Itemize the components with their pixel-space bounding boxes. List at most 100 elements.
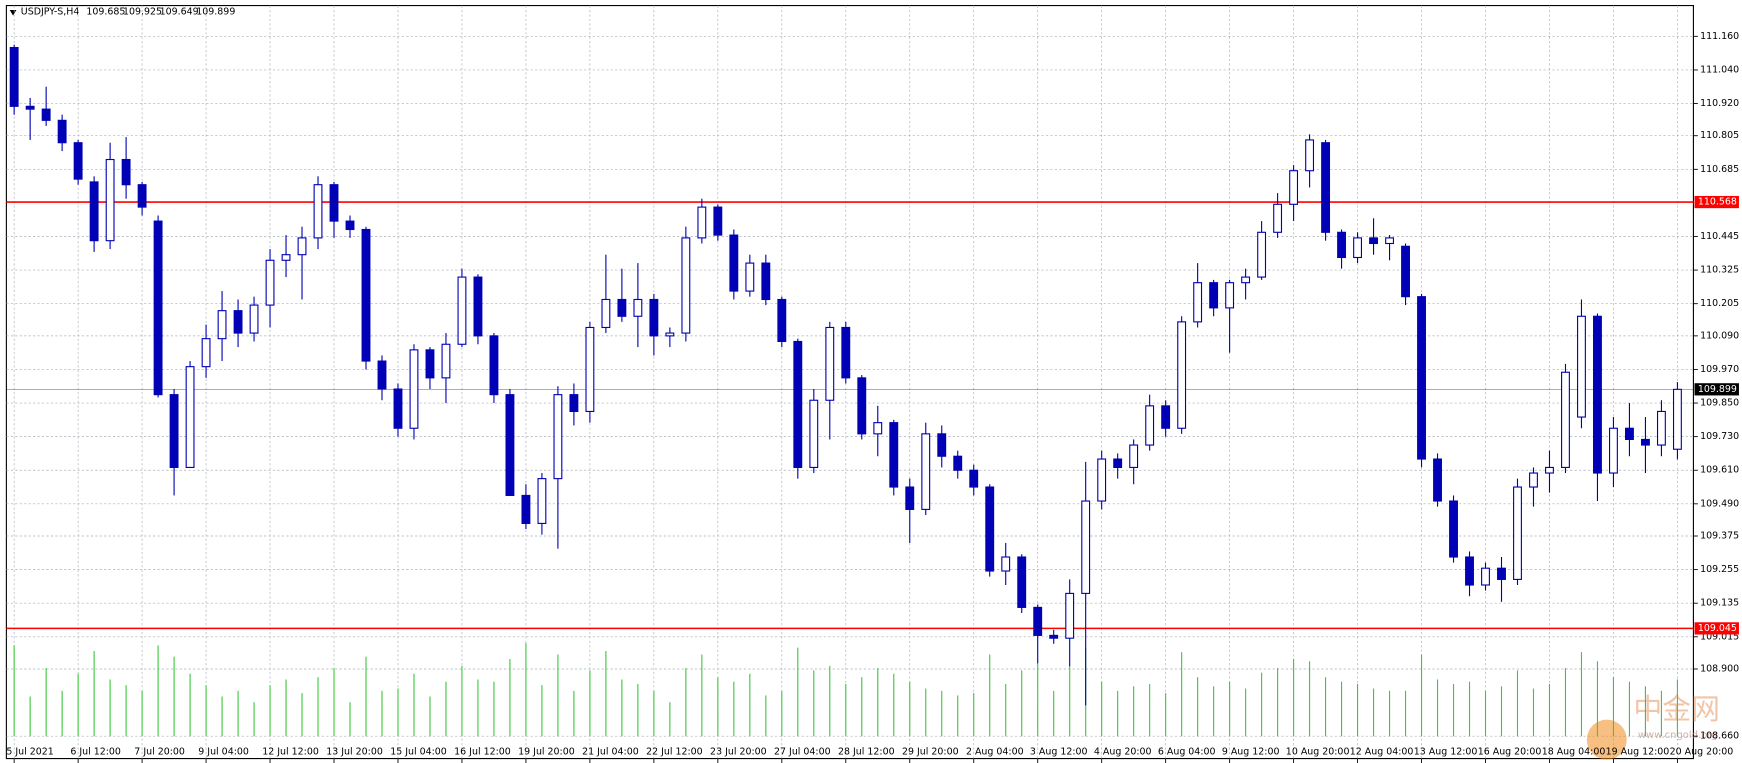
menu-triangle: [9, 9, 17, 16]
candle-body: [409, 349, 419, 429]
candle-body: [1609, 427, 1618, 474]
candle-body: [1049, 634, 1059, 639]
candle-body: [457, 276, 467, 345]
candle-body: [1305, 139, 1315, 172]
candle-body: [809, 399, 819, 468]
candle-body: [1561, 371, 1570, 468]
candle-body: [1529, 472, 1538, 488]
candle-body: [201, 338, 211, 368]
candle-body: [1113, 458, 1123, 468]
candle-body: [1033, 606, 1043, 636]
x-tick-label: 22 Jul 12:00: [646, 746, 703, 757]
y-tick-label: 110.205: [1700, 298, 1739, 309]
candle-body: [377, 360, 387, 390]
candle-body: [1017, 556, 1027, 608]
candle-body: [1193, 282, 1203, 323]
candle-body: [1209, 282, 1219, 309]
x-tick-label: 4 Aug 20:00: [1094, 746, 1152, 757]
x-tick-label: 19 Jul 20:00: [518, 746, 575, 757]
candle-body: [585, 326, 595, 413]
candle-body: [441, 343, 451, 379]
y-tick-label: 110.445: [1700, 231, 1739, 242]
price-label: 109.045: [1698, 623, 1737, 634]
y-tick-label: 110.805: [1700, 130, 1739, 141]
x-tick-label: 15 Jul 04:00: [390, 746, 447, 757]
candle-body: [761, 262, 771, 301]
candle-body: [121, 158, 131, 186]
candle-body: [41, 108, 51, 121]
y-tick-label: 109.970: [1700, 364, 1739, 375]
y-tick-label: 109.015: [1700, 631, 1739, 642]
x-tick-label: 16 Aug 20:00: [1478, 746, 1542, 757]
candle-body: [1672, 388, 1682, 450]
candle-body: [537, 478, 547, 524]
candle-body: [89, 181, 99, 242]
candle-body: [1417, 296, 1426, 460]
candle-body: [1577, 315, 1586, 418]
candle-body: [1177, 321, 1187, 429]
y-tick-label: 109.135: [1700, 598, 1739, 609]
candle-body: [361, 228, 371, 362]
x-tick-label: 23 Jul 20:00: [710, 746, 767, 757]
candle-body: [825, 326, 835, 401]
candle-body: [713, 206, 723, 236]
candle-body: [1337, 231, 1347, 259]
candle-body: [569, 394, 579, 413]
header-open: 109.685: [86, 7, 125, 18]
y-tick-label: 111.160: [1700, 31, 1739, 42]
candle-body: [841, 326, 851, 379]
y-tick-label: 109.610: [1700, 465, 1739, 476]
watermark: 中金网: [1633, 692, 1720, 726]
candle-body: [1353, 237, 1363, 259]
candle-body: [1257, 231, 1267, 278]
candle-body: [1497, 567, 1506, 580]
candle-body: [857, 377, 867, 435]
header-close: 109.899: [196, 7, 235, 18]
y-tick-label: 111.040: [1700, 64, 1739, 75]
candle-body: [169, 394, 179, 468]
candle-body: [185, 366, 195, 468]
candle-body: [1241, 276, 1251, 284]
x-tick-label: 6 Jul 12:00: [70, 746, 121, 757]
candle-body: [681, 237, 691, 334]
x-tick-label: 13 Jul 20:00: [326, 746, 383, 757]
candle-body: [233, 310, 243, 334]
y-tick-label: 108.900: [1700, 663, 1739, 674]
candle-body: [1145, 405, 1155, 446]
candle-body: [1433, 458, 1442, 502]
price-label: 110.568: [1698, 197, 1737, 208]
x-tick-label: 27 Jul 04:00: [774, 746, 831, 757]
candle-body: [617, 298, 627, 317]
candle-body: [1129, 444, 1139, 468]
x-tick-label: 16 Jul 12:00: [454, 746, 511, 757]
y-tick-label: 110.090: [1700, 330, 1739, 341]
price-label-box: [1694, 622, 1739, 635]
candle-body: [1273, 203, 1283, 233]
candle-body: [137, 184, 147, 208]
candle-body: [1513, 486, 1522, 580]
candle-body: [553, 394, 563, 480]
candle-body: [601, 298, 611, 329]
candle-body: [889, 422, 899, 488]
candle-body: [473, 276, 483, 337]
x-tick-label: 5 Jul 2021: [6, 746, 53, 757]
candle-body: [249, 304, 259, 334]
candle-body: [1465, 556, 1474, 586]
x-tick-label: 18 Aug 04:00: [1542, 746, 1606, 757]
x-tick-label: 28 Jul 12:00: [838, 746, 895, 757]
x-tick-label: 2 Aug 04:00: [966, 746, 1024, 757]
x-tick-label: 21 Jul 04:00: [582, 746, 639, 757]
x-tick-label: 12 Jul 12:00: [262, 746, 319, 757]
y-tick-label: 109.850: [1700, 398, 1739, 409]
candle-body: [153, 220, 163, 396]
candle-body: [521, 494, 531, 524]
candle-body: [489, 335, 499, 396]
candle-body: [265, 259, 275, 306]
candle-body: [297, 237, 307, 256]
x-tick-label: 7 Jul 20:00: [134, 746, 185, 757]
header-high: 109.925: [123, 7, 162, 18]
x-tick-label: 3 Aug 12:00: [1030, 746, 1088, 757]
candle-body: [1321, 142, 1331, 233]
y-tick-label: 110.920: [1700, 98, 1739, 109]
